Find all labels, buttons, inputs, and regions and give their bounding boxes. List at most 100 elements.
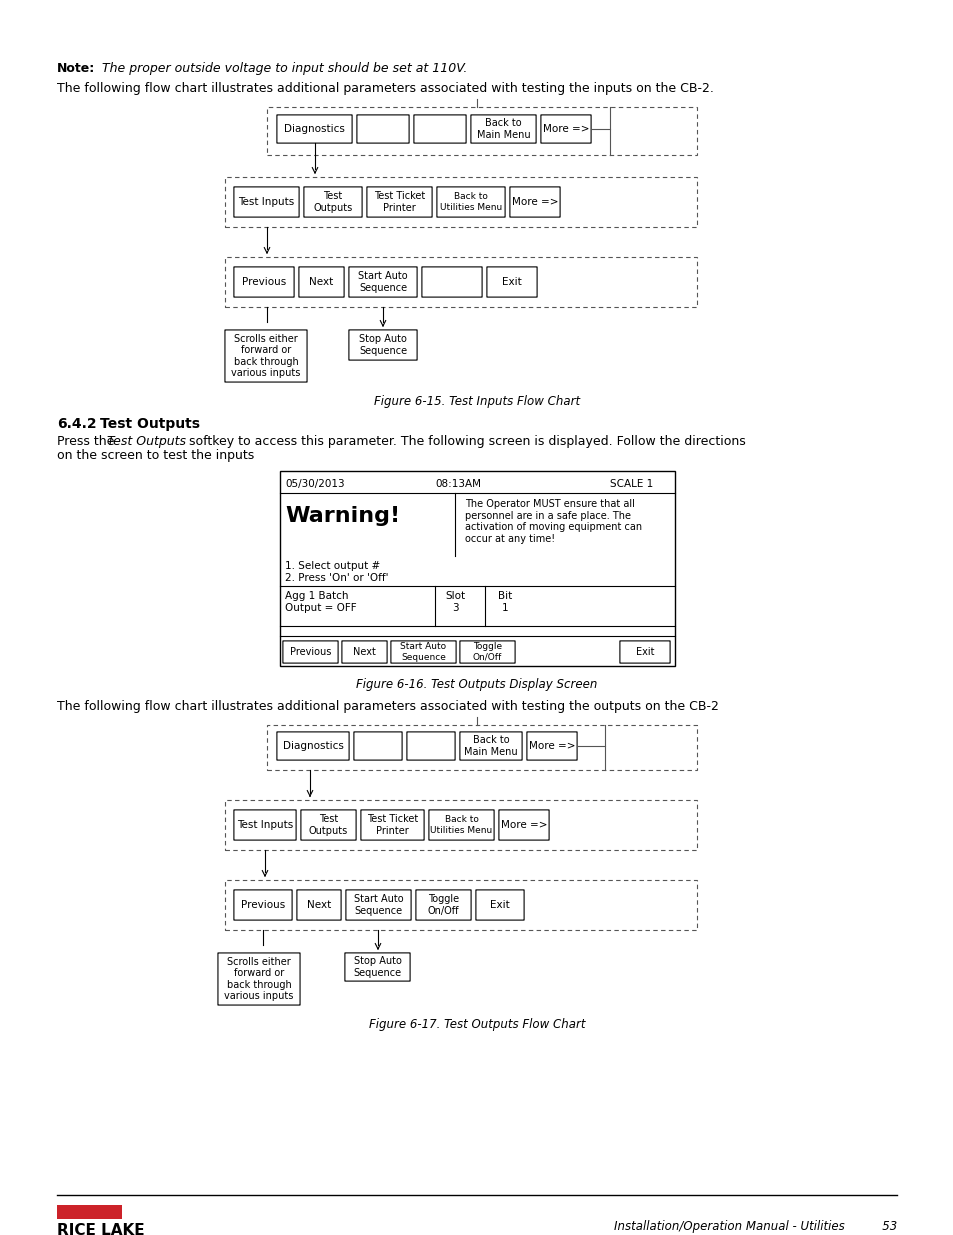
Text: More =>: More => [528,741,575,751]
Text: Stop Auto
Sequence: Stop Auto Sequence [353,956,401,978]
FancyBboxPatch shape [296,890,341,920]
Bar [225,800,697,850]
Text: Back to
Main Menu: Back to Main Menu [464,735,517,757]
Text: RICE LAKE: RICE LAKE [57,1223,145,1235]
Text: Previous: Previous [240,900,285,910]
Text: Bit
1: Bit 1 [497,592,512,613]
Text: Figure 6-17. Test Outputs Flow Chart: Figure 6-17. Test Outputs Flow Chart [369,1018,584,1031]
FancyBboxPatch shape [429,810,494,840]
FancyBboxPatch shape [354,732,401,760]
Text: Installation/Operation Manual - Utilities          53: Installation/Operation Manual - Utilitie… [613,1220,896,1233]
Text: Toggle
On/Off: Toggle On/Off [427,894,458,916]
Text: Next: Next [309,277,334,287]
Text: Scrolls either
forward or
back through
various inputs: Scrolls either forward or back through v… [231,333,300,378]
FancyBboxPatch shape [349,330,416,361]
FancyBboxPatch shape [233,890,292,920]
FancyBboxPatch shape [233,267,294,298]
FancyBboxPatch shape [341,641,387,663]
FancyBboxPatch shape [367,186,432,217]
Text: Previous: Previous [290,647,331,657]
FancyBboxPatch shape [360,810,424,840]
Text: softkey to access this parameter. The following screen is displayed. Follow the : softkey to access this parameter. The fo… [185,435,745,448]
Text: Back to
Main Menu: Back to Main Menu [476,119,530,140]
FancyBboxPatch shape [486,267,537,298]
FancyBboxPatch shape [304,186,362,217]
Text: Warning!: Warning! [285,506,399,526]
Text: on the screen to test the inputs: on the screen to test the inputs [57,450,254,462]
Bar [267,725,697,769]
FancyBboxPatch shape [471,115,536,143]
FancyBboxPatch shape [619,641,669,663]
Text: 08:13AM: 08:13AM [435,479,480,489]
FancyBboxPatch shape [459,641,515,663]
FancyBboxPatch shape [407,732,455,760]
FancyBboxPatch shape [498,810,549,840]
FancyBboxPatch shape [233,186,299,217]
FancyBboxPatch shape [421,267,481,298]
FancyBboxPatch shape [276,732,349,760]
Text: Start Auto
Sequence: Start Auto Sequence [357,272,407,293]
FancyBboxPatch shape [225,330,307,382]
FancyBboxPatch shape [298,267,344,298]
Text: Slot
3: Slot 3 [444,592,464,613]
Bar [225,257,697,308]
Text: More =>: More => [542,124,589,135]
Text: Test Inputs: Test Inputs [236,820,293,830]
Text: The following flow chart illustrates additional parameters associated with testi: The following flow chart illustrates add… [57,82,713,95]
FancyBboxPatch shape [346,890,411,920]
FancyBboxPatch shape [459,732,521,760]
Text: Scrolls either
forward or
back through
various inputs: Scrolls either forward or back through v… [224,957,294,1002]
FancyBboxPatch shape [233,810,295,840]
Text: Previous: Previous [242,277,286,287]
Text: Toggle
On/Off: Toggle On/Off [473,642,501,662]
Text: The following flow chart illustrates additional parameters associated with testi: The following flow chart illustrates add… [57,700,719,713]
Bar [225,881,697,930]
FancyBboxPatch shape [416,890,471,920]
Text: Test Ticket
Printer: Test Ticket Printer [374,191,425,212]
Text: Figure 6-16. Test Outputs Display Screen: Figure 6-16. Test Outputs Display Screen [355,678,598,692]
Text: More =>: More => [500,820,547,830]
Text: Start Auto
Sequence: Start Auto Sequence [400,642,446,662]
FancyBboxPatch shape [414,115,466,143]
Text: 1. Select output #
2. Press 'On' or 'Off': 1. Select output # 2. Press 'On' or 'Off… [285,561,388,583]
Bar [225,177,697,227]
Text: Stop Auto
Sequence: Stop Auto Sequence [358,335,407,356]
Text: Press the: Press the [57,435,118,448]
Text: Test
Outputs: Test Outputs [309,814,348,836]
Bar [57,1205,122,1219]
Text: Test Outputs: Test Outputs [107,435,186,448]
FancyBboxPatch shape [526,732,577,760]
Text: Note:: Note: [57,62,95,75]
Text: Agg 1 Batch
Output = OFF: Agg 1 Batch Output = OFF [285,592,356,613]
Text: Start Auto
Sequence: Start Auto Sequence [354,894,403,916]
FancyBboxPatch shape [349,267,416,298]
Text: Back to
Utilities Menu: Back to Utilities Menu [430,815,492,835]
Text: Next: Next [353,647,375,657]
FancyBboxPatch shape [276,115,352,143]
FancyBboxPatch shape [509,186,559,217]
FancyBboxPatch shape [300,810,355,840]
FancyBboxPatch shape [540,115,591,143]
Text: Exit: Exit [490,900,509,910]
Text: SCALE 1: SCALE 1 [609,479,653,489]
Text: Back to
Utilities Menu: Back to Utilities Menu [439,193,501,211]
Text: Next: Next [307,900,331,910]
Text: Test Inputs: Test Inputs [238,198,294,207]
FancyBboxPatch shape [283,641,337,663]
Text: 6.4.2: 6.4.2 [57,417,96,431]
Bar [267,107,697,156]
Text: Exit: Exit [501,277,521,287]
Text: The Operator MUST ensure that all
personnel are in a safe place. The
activation : The Operator MUST ensure that all person… [464,499,641,543]
Text: Test Outputs: Test Outputs [100,417,200,431]
FancyBboxPatch shape [476,890,523,920]
Text: Diagnostics: Diagnostics [284,124,345,135]
Text: More =>: More => [511,198,558,207]
Text: 05/30/2013: 05/30/2013 [285,479,344,489]
Text: Diagnostics: Diagnostics [282,741,343,751]
Bar [280,471,675,666]
Text: Exit: Exit [635,647,654,657]
FancyBboxPatch shape [356,115,409,143]
FancyBboxPatch shape [391,641,456,663]
Text: Figure 6-15. Test Inputs Flow Chart: Figure 6-15. Test Inputs Flow Chart [374,395,579,408]
FancyBboxPatch shape [345,953,410,981]
